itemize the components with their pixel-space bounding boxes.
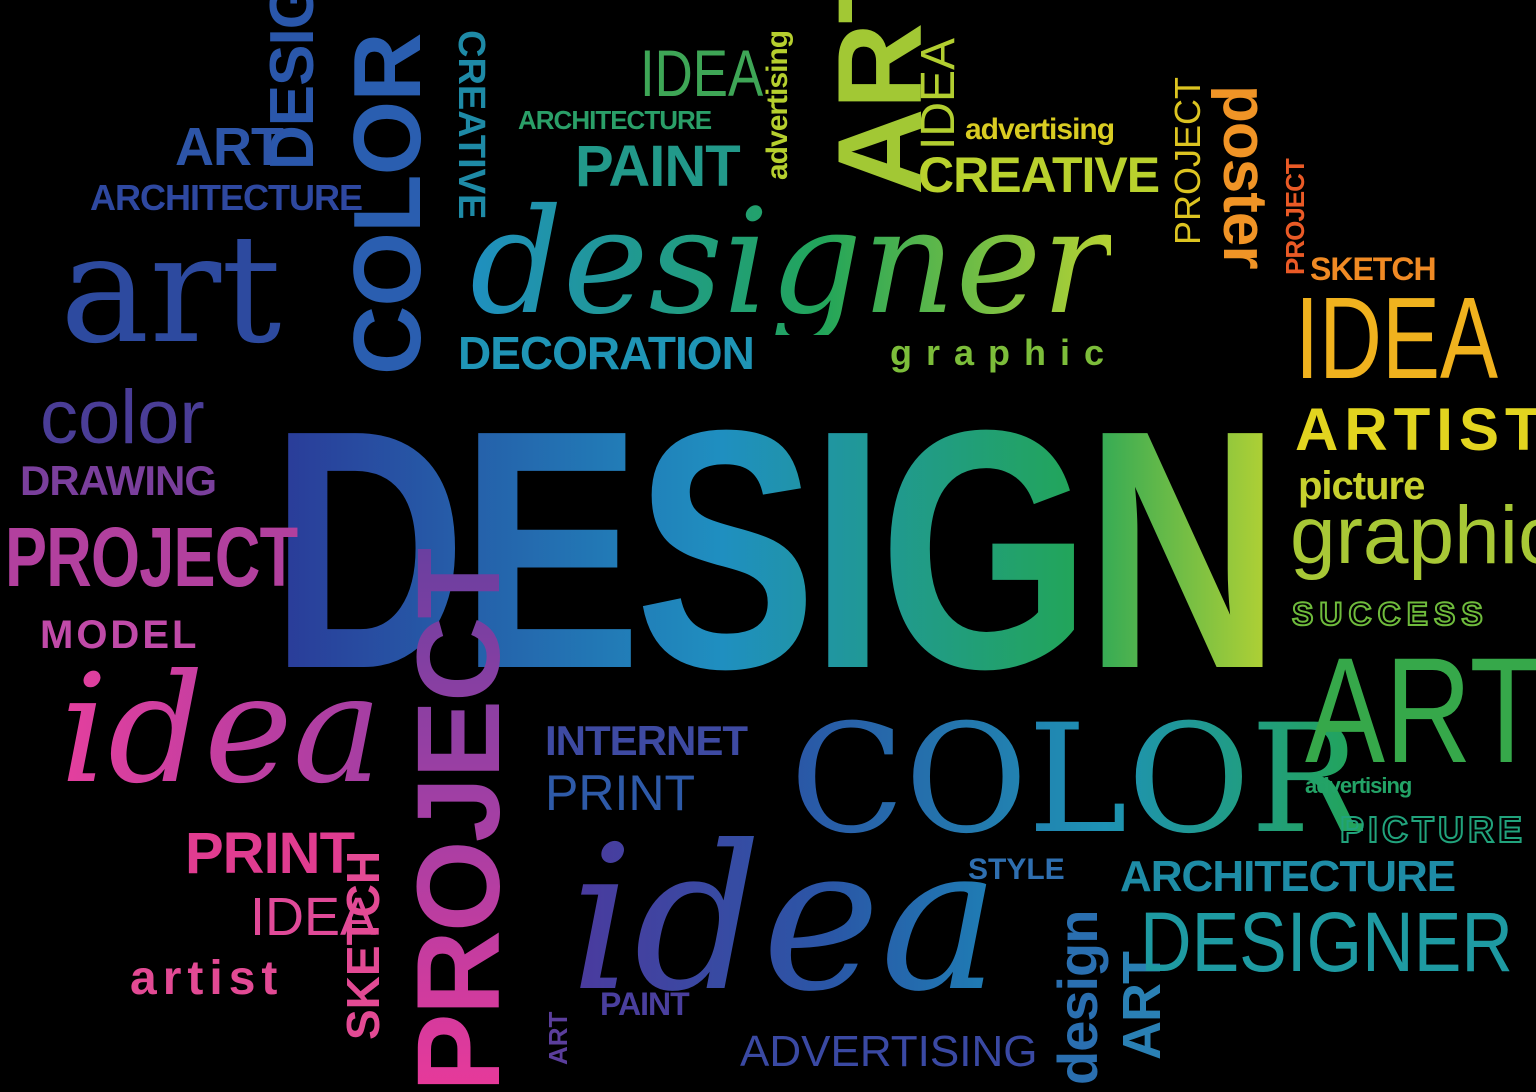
word-idea-thin-right: IDEA	[1295, 273, 1499, 403]
word-color-big: COLOR	[790, 693, 1364, 867]
word-art-thin-right: ART	[1305, 626, 1536, 794]
word-print-left: PRINT	[185, 821, 355, 886]
word-vertical-right-small: PROJECT	[1280, 159, 1310, 275]
word-art-vertical-small: ART	[543, 1011, 573, 1065]
word-design-vertical-lower: design	[1046, 910, 1109, 1085]
word-paint-small: PAINT	[600, 986, 690, 1022]
word-graphic-thin: graphic	[1290, 490, 1536, 581]
word-designer-right: DESIGNER	[1140, 895, 1513, 989]
word-art-vertical-top: ART	[813, 0, 947, 195]
word-drawing: DRAWING	[20, 457, 217, 504]
word-architecture-right: ARCHITECTURE	[1120, 852, 1456, 901]
word-art-lower: art	[60, 203, 282, 377]
word-art-top-left: ART	[175, 117, 284, 177]
word-idea-script-left: idea	[60, 643, 383, 817]
word-project-left: PROJECT	[5, 510, 298, 604]
word-idea-small-left: IDEA	[250, 887, 377, 947]
word-idea-script-center: idea	[570, 803, 1000, 1036]
word-creative-vertical: CREATIVE	[450, 30, 492, 220]
word-advertising-top: advertising	[965, 113, 1115, 146]
word-sketch-vertical: SKETCH	[337, 850, 389, 1040]
word-artist-lower: artist	[130, 952, 284, 1005]
word-project-vertical: PROJECT	[393, 548, 525, 1092]
word-color-lower: color	[40, 375, 205, 460]
word-print-center: PRINT	[545, 765, 695, 821]
word-design-main: DESIGN	[270, 360, 1281, 740]
word-sketch-right: SKETCH	[1310, 251, 1437, 287]
word-designer-script: designer	[470, 178, 1111, 347]
word-poster: poster	[1210, 85, 1279, 269]
word-architecture-top: ARCHITECTURE	[518, 105, 712, 135]
word-picture-outline: PICTURE	[1339, 809, 1527, 850]
word-success: SUCCESS	[1291, 596, 1489, 632]
word-artist-caps: ARTIST	[1295, 396, 1536, 463]
word-creative-right: CREATIVE	[918, 147, 1160, 203]
word-project-vertical-right: PROJECT	[1167, 76, 1208, 245]
word-decoration: DECORATION	[458, 327, 755, 379]
word-architecture-left: ARCHITECTURE	[90, 177, 363, 218]
word-picture-bold: picture	[1298, 464, 1425, 508]
word-graphic-spaced: graphic	[890, 332, 1119, 373]
word-idea-top: IDEA	[640, 36, 764, 110]
word-advertising-bottom: ADVERTISING	[740, 1027, 1038, 1076]
word-internet: INTERNET	[545, 717, 748, 764]
word-paint-top: PAINT	[575, 134, 741, 199]
word-model: MODEL	[40, 613, 200, 657]
word-advertising-vertical-top: advertising	[761, 30, 794, 180]
word-style: STYLE	[968, 853, 1065, 886]
word-advertising-tiny: advertising	[1305, 773, 1412, 798]
